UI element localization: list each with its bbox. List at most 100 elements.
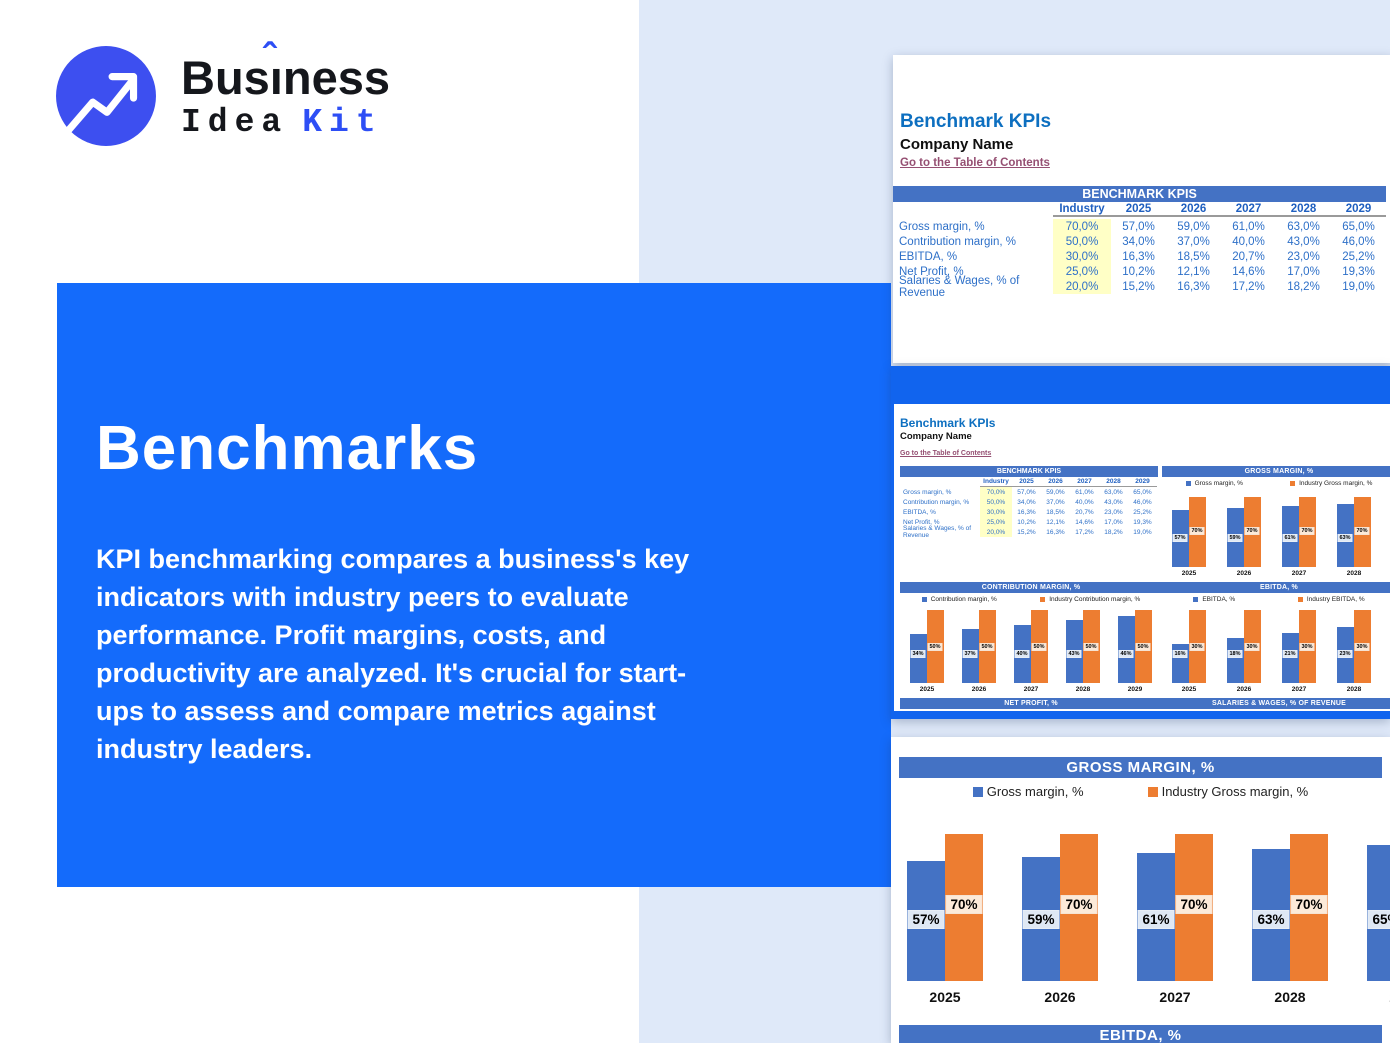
row-label: Net Profit, %	[903, 518, 940, 526]
table-row: Contribution margin, % 50,0% 34,0% 37,0% 40,…	[900, 497, 1162, 507]
bar-data-label: 70%	[1299, 527, 1315, 535]
ebitda-chart-header-strip: EBITDA, %EBITDA, %Industry EBITDA, %	[891, 1025, 1390, 1043]
bar-group: 65%70% 2029	[1367, 813, 1390, 1005]
bar-pair: 57% 70%	[1172, 487, 1206, 567]
bar-group: 46% 50% 2029	[1118, 603, 1152, 693]
bar-pair: 46% 50%	[1118, 603, 1152, 683]
row-label: Gross margin, %	[903, 488, 952, 496]
chart-title-bar: EBITDA, %	[1162, 582, 1390, 593]
legend-swatch-icon	[1297, 597, 1303, 602]
year-value: 19,0%	[1133, 528, 1152, 536]
industry-value: 25,0%	[980, 517, 1012, 527]
year-value: 12,1%	[1177, 265, 1210, 278]
legend-swatch-icon	[1147, 786, 1158, 797]
x-axis-label: 2026	[1236, 686, 1252, 693]
year-value: 17,2%	[1232, 280, 1265, 293]
bar-data-label: 46%	[1118, 650, 1134, 659]
bar-pair: 59% 70%	[1227, 487, 1261, 567]
year-value: 15,2%	[1017, 528, 1036, 536]
bar-data-label: 30%	[1299, 643, 1315, 651]
year-value: 20,7%	[1232, 250, 1265, 263]
column-header: 2026	[1166, 202, 1221, 217]
year-value: 17,2%	[1075, 528, 1094, 536]
table-row: Gross margin, % 70,0% 57,0% 59,0% 61,0% 63,0%…	[900, 487, 1162, 497]
year-value: 34,0%	[1122, 235, 1155, 248]
bar-data-label: 70%	[1060, 894, 1098, 914]
column-header: 2027	[1221, 202, 1276, 217]
corner-cell	[893, 202, 1053, 217]
year-value: 43,0%	[1104, 498, 1123, 506]
brand-word-part: Bus	[181, 50, 270, 104]
chart-title-bar: GROSS MARGIN, %	[899, 757, 1382, 778]
company-name: Company Name	[900, 431, 972, 442]
year-value: 18,2%	[1287, 280, 1320, 293]
x-axis-label: 2025	[1181, 686, 1197, 693]
bar-group: 63% 70% 2028	[1252, 813, 1328, 1005]
table-row: EBITDA, % 30,0% 16,3% 18,5% 20,7% 23,0% 25,2%	[893, 249, 1390, 264]
year-value: 34,0%	[1017, 498, 1036, 506]
bar-pair: 21% 30%	[1282, 603, 1316, 683]
legend-label: EBITDA, %	[1202, 596, 1236, 603]
dashboard-screenshot-card: Benchmark KPIs Company Name Go to the Ta…	[891, 366, 1390, 719]
bar-group: 63% 70% 2028	[1337, 487, 1371, 577]
x-axis-label: 2028	[1346, 686, 1362, 693]
column-header: 2025	[1111, 202, 1166, 217]
x-axis-label: 2028	[1346, 570, 1362, 577]
column-header: 2029	[1331, 202, 1386, 217]
industry-value: 50,0%	[980, 497, 1012, 507]
x-axis-label: 2027	[1291, 570, 1307, 577]
gross-margin-chart-card: GROSS MARGIN, % Gross margin, % Industry G…	[891, 737, 1390, 1043]
bar-data-label: 21%	[1282, 650, 1298, 659]
bar-data-label: 70%	[945, 894, 983, 914]
legend-item: EBITDA, %	[1193, 596, 1235, 603]
year-value: 12,1%	[1046, 518, 1065, 526]
table-of-contents-link[interactable]: Go to the Table of Contents	[900, 157, 1050, 169]
legend-item: Gross margin, %	[972, 784, 1084, 799]
bar-data-label: 18%	[1227, 650, 1243, 659]
bar-pair: 63% 70%	[1337, 487, 1371, 567]
legend-label: Industry EBITDA, %	[1306, 596, 1365, 603]
year-value: 65,0%	[1133, 488, 1152, 496]
dashboard-grid: BENCHMARK KPIS Industry 2025 2026 2027 2028 2…	[894, 466, 1390, 711]
table-column-header-row: Industry 2025 2026 2027 2028 2029	[893, 202, 1390, 219]
legend-item: Industry Gross margin, %	[1290, 480, 1372, 487]
bar-data-label: 57%	[907, 909, 945, 929]
bar-pair: 63% 70%	[1252, 813, 1328, 981]
table-of-contents-link[interactable]: Go to the Table of Contents	[900, 450, 992, 457]
column-header: Industry	[980, 477, 1012, 487]
x-axis-label: 2025	[929, 989, 961, 1005]
row-label: Salaries & Wages, % of Revenue	[899, 274, 1020, 299]
year-value: 16,3%	[1122, 250, 1155, 263]
year-value: 57,0%	[1122, 220, 1155, 233]
bar-data-label: 63%	[1252, 909, 1290, 929]
bar-data-label: 50%	[1083, 643, 1099, 651]
year-value: 61,0%	[1232, 220, 1265, 233]
table-row: Net Profit, % 25,0% 10,2% 12,1% 14,6% 17,0% 19…	[900, 517, 1162, 527]
brand-logo: Busı ˆ ness Idea Kit	[55, 35, 390, 147]
x-axis-label: 2025	[919, 686, 935, 693]
year-value: 23,0%	[1287, 250, 1320, 263]
year-value: 59,0%	[1177, 220, 1210, 233]
bar-data-label: 30%	[1354, 643, 1370, 651]
bar-pair: 61% 70%	[1137, 813, 1213, 981]
year-value: 20,7%	[1075, 508, 1094, 516]
year-value: 40,0%	[1075, 498, 1094, 506]
table-body: Industry 2025 2026 2027 2028 2029 Gross margin…	[900, 477, 1162, 539]
chart-plot-area: 34% 50% 2025 37% 50% 2026 40% 50% 2027 43% 50% 2028…	[900, 610, 1162, 693]
sheet-header: Benchmark KPIs Company Name Go to the Ta…	[893, 55, 1390, 171]
bar-data-label: 43%	[1066, 650, 1082, 659]
year-value: 61,0%	[1075, 488, 1094, 496]
table-column-header-row: Industry 2025 2026 2027 2028 2029	[900, 477, 1162, 487]
chart-plot-area: 16% 30% 2025 18% 30% 2026 21% 30% 2027 23% 30% 2028…	[1162, 610, 1390, 693]
legend-swatch-icon	[1193, 597, 1199, 602]
year-value: 16,3%	[1177, 280, 1210, 293]
bar-data-label: 59%	[1022, 909, 1060, 929]
chart-title-bar: CONTRIBUTION MARGIN, %	[900, 582, 1162, 593]
year-value: 14,6%	[1075, 518, 1094, 526]
year-value: 15,2%	[1122, 280, 1155, 293]
bar-data-label: 50%	[979, 643, 995, 651]
company-bar	[910, 633, 927, 683]
year-value: 16,3%	[1017, 508, 1036, 516]
